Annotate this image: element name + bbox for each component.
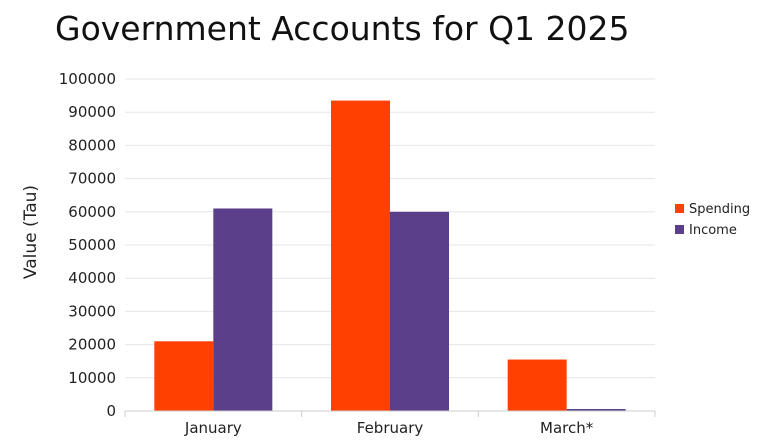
y-tick-label: 40000 (68, 269, 116, 287)
y-tick-label: 60000 (68, 203, 116, 221)
y-tick-label: 70000 (68, 170, 116, 188)
y-tick-label: 90000 (68, 103, 116, 121)
bar-income-2 (566, 409, 626, 411)
y-tick-label: 50000 (68, 236, 116, 254)
y-tick-label: 100000 (59, 70, 116, 88)
bar-spending-2 (507, 359, 567, 411)
legend-swatch-income (675, 225, 684, 234)
y-tick-label: 0 (106, 402, 116, 420)
y-axis-ticks: 0 10000 20000 30000 40000 50000 60000 70000 8000… (59, 70, 116, 420)
bar-spending-0 (154, 341, 214, 411)
y-tick-label: 80000 (68, 136, 116, 154)
chart-title: Government Accounts for Q1 2025 (55, 9, 630, 48)
y-tick-label: 10000 (68, 369, 116, 387)
bars (154, 100, 626, 411)
legend-label-spending: Spending (689, 202, 750, 217)
legend: Spending Income (675, 202, 750, 238)
y-tick-label: 20000 (68, 336, 116, 354)
x-category-label: January (184, 419, 242, 437)
bar-spending-1 (331, 100, 390, 411)
legend-swatch-spending (675, 204, 684, 213)
x-axis-ticks: January February March* (124, 411, 656, 437)
y-tick-label: 30000 (68, 302, 116, 320)
legend-label-income: Income (689, 223, 737, 238)
bar-income-1 (390, 211, 449, 411)
y-axis-title: Value (Tau) (21, 185, 41, 279)
x-category-label: March* (540, 419, 594, 437)
x-category-label: February (357, 419, 424, 437)
bar-income-0 (213, 208, 273, 411)
